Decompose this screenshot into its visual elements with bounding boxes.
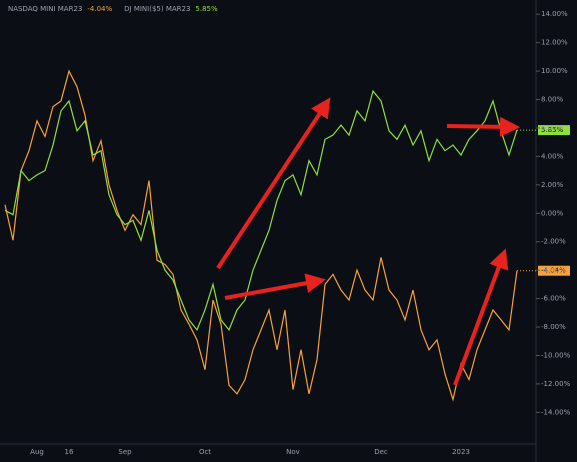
last-value-tag [538, 265, 570, 276]
x-tick-label: Oct [199, 448, 211, 456]
legend-label: DJ MINI($5) MAR23 [124, 5, 190, 13]
y-tick-label: -2.00% [541, 238, 566, 246]
plot: -4.04% 5.85% [4, 69, 570, 402]
x-tick-label: Aug [30, 448, 44, 456]
y-tick-label: 6.00% [541, 124, 564, 132]
y-tick-label: -10.00% [541, 351, 571, 359]
x-tick-label: 2023 [452, 448, 470, 456]
x-tick-label: 16 [65, 448, 74, 456]
legend-label: NASDAQ MINI MAR23 [8, 5, 82, 13]
y-tick-label: -14.00% [541, 408, 571, 416]
y-tick-label: -8.00% [541, 323, 566, 331]
arrow [224, 273, 326, 300]
y-tick-label: 8.00% [541, 96, 564, 104]
y-tick-label: -12.00% [541, 380, 571, 388]
y-tick-label: -4.00% [541, 266, 566, 274]
series-line [4, 89, 518, 332]
y-tick-label: 2.00% [541, 181, 564, 189]
arrow [446, 116, 520, 137]
last-value-tag [538, 125, 570, 136]
x-tick-label: Sep [118, 448, 132, 456]
legend-value: 5.85% [195, 5, 218, 13]
annotation-arrows [216, 97, 520, 386]
last-value-label: -4.04% [541, 267, 566, 275]
y-tick-label: 14.00% [541, 10, 568, 18]
arrow [216, 97, 331, 270]
legend-value: -4.04% [87, 5, 112, 13]
y-tick-label: 4.00% [541, 152, 564, 160]
y-tick-label: 12.00% [541, 39, 568, 47]
y-tick-label: 10.00% [541, 67, 568, 75]
arrow [453, 248, 509, 386]
last-value-label: 5.85% [541, 126, 564, 134]
x-tick-label: Dec [374, 448, 388, 456]
x-tick-label: Nov [286, 448, 300, 456]
y-tick-label: 0.00% [541, 209, 564, 217]
y-tick-label: -6.00% [541, 295, 566, 303]
